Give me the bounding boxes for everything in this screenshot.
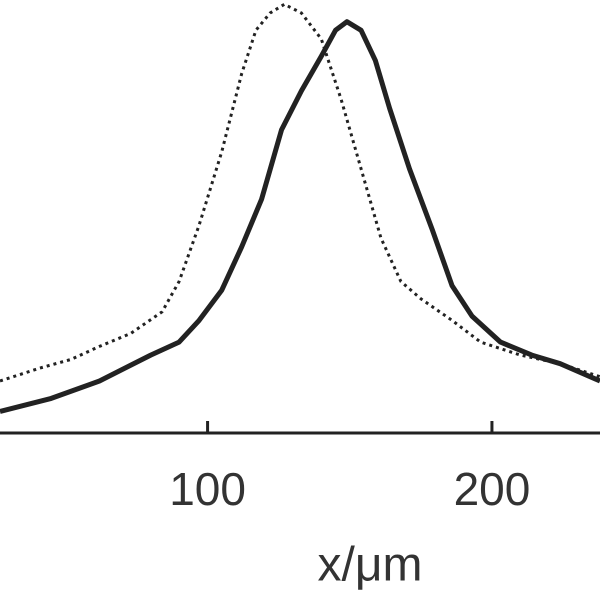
series-line (0, 19, 600, 414)
series-line (0, 2, 600, 383)
x-axis-label: x/μm (318, 539, 423, 592)
x-tick-label: 100 (169, 463, 246, 515)
x-tick-label: 200 (454, 463, 531, 515)
